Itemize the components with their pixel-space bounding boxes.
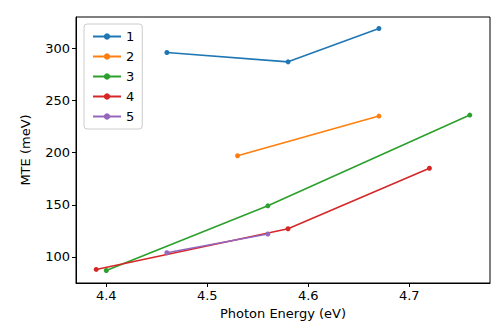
svg-text:150: 150: [45, 197, 70, 212]
svg-text:3: 3: [126, 69, 134, 84]
svg-text:2: 2: [126, 49, 134, 64]
svg-text:4.7: 4.7: [399, 288, 420, 303]
svg-text:1: 1: [126, 29, 134, 44]
svg-text:5: 5: [126, 109, 134, 124]
svg-text:4: 4: [126, 89, 134, 104]
svg-text:Photon Energy (eV): Photon Energy (eV): [220, 306, 346, 321]
svg-text:4.4: 4.4: [96, 288, 117, 303]
svg-text:4.6: 4.6: [298, 288, 319, 303]
svg-text:100: 100: [45, 249, 70, 264]
svg-text:250: 250: [45, 93, 70, 108]
svg-text:4.5: 4.5: [197, 288, 218, 303]
svg-text:200: 200: [45, 145, 70, 160]
svg-text:MTE (meV): MTE (meV): [18, 114, 33, 185]
svg-text:300: 300: [45, 41, 70, 56]
